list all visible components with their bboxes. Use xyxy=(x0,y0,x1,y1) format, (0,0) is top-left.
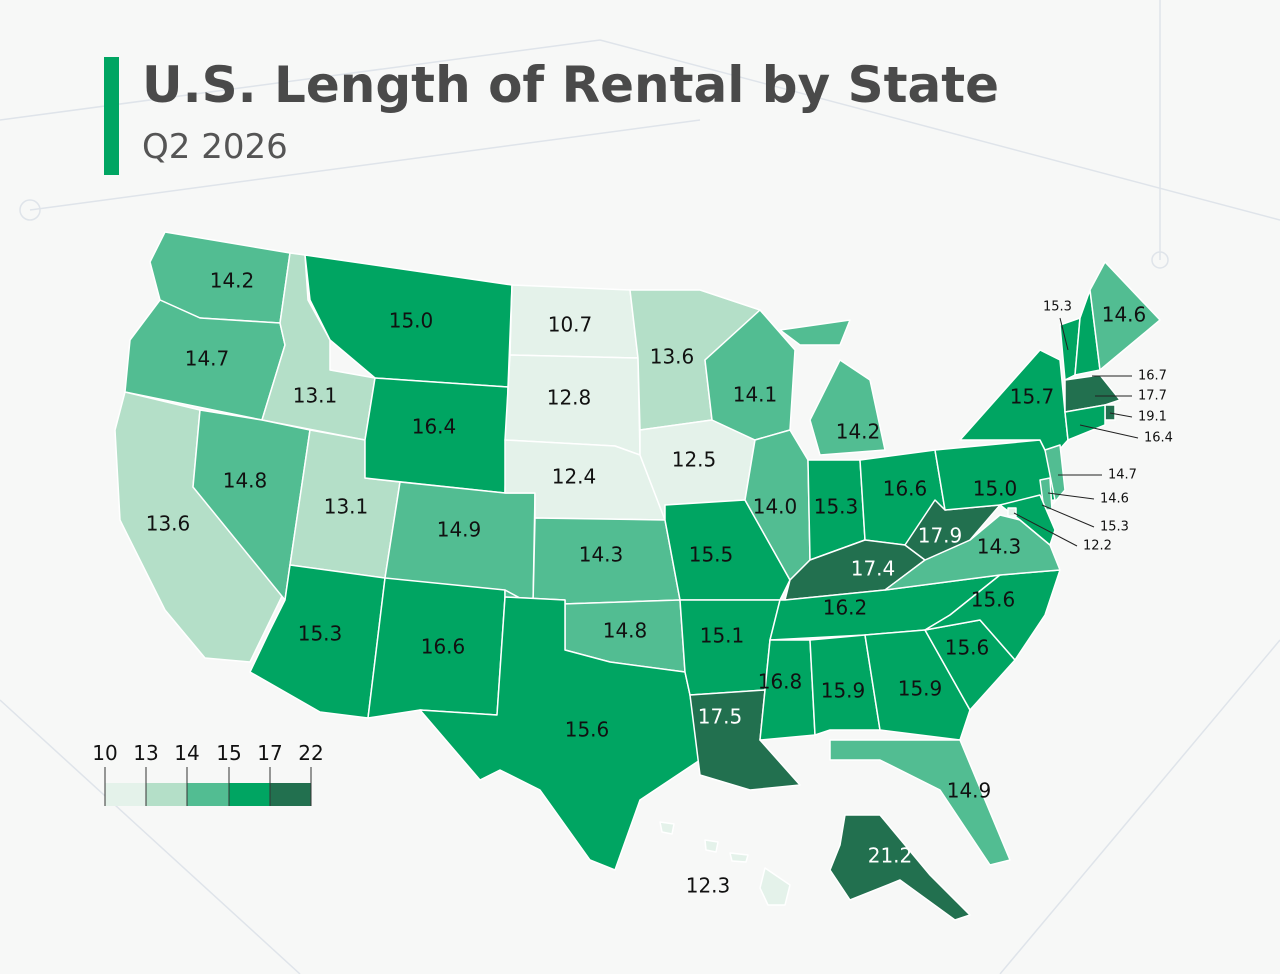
title-accent xyxy=(104,57,119,175)
callout-line xyxy=(1059,317,1069,351)
legend-tick-label: 10 xyxy=(92,741,117,765)
legend-swatch xyxy=(105,783,146,806)
state-value-label: 12.8 xyxy=(547,386,592,410)
legend-tick-label: 15 xyxy=(216,741,241,765)
state-value-label: 15.1 xyxy=(700,624,745,648)
state-value-label: 17.9 xyxy=(918,524,963,548)
state-value-label: 15.7 xyxy=(1010,385,1055,409)
callout-line xyxy=(1013,512,1078,547)
state-value-label: 19.1 xyxy=(1138,410,1167,425)
state xyxy=(809,634,881,736)
state-value-label: 14.0 xyxy=(753,495,798,519)
state-value-label: 13.6 xyxy=(146,512,191,536)
state-value-label: 16.7 xyxy=(1138,369,1167,384)
state-value-label: 14.6 xyxy=(1102,303,1147,327)
state-value-label: 21.2 xyxy=(868,844,913,868)
state xyxy=(809,359,886,456)
state-value-label: 14.7 xyxy=(1108,468,1137,483)
state xyxy=(659,821,675,835)
state-value-label: 15.6 xyxy=(565,718,610,742)
state-value-label: 14.6 xyxy=(1100,492,1129,507)
callout-line xyxy=(1041,504,1095,528)
legend-tick-label: 14 xyxy=(174,741,199,765)
callout-line xyxy=(1079,424,1139,439)
state xyxy=(1064,404,1106,441)
state-value-label: 12.2 xyxy=(1083,539,1112,554)
state-value-label: 10.7 xyxy=(548,313,593,337)
state xyxy=(1007,507,1017,517)
state-value-label: 15.6 xyxy=(945,636,990,660)
state-value-label: 14.1 xyxy=(733,383,778,407)
state-value-label: 15.5 xyxy=(689,543,734,567)
title: U.S. Length of Rental by State xyxy=(142,56,999,114)
state xyxy=(864,629,971,741)
legend-swatch xyxy=(187,783,229,806)
state-value-label: 15.3 xyxy=(1100,520,1129,535)
state xyxy=(1044,444,1066,511)
state xyxy=(829,739,1011,866)
state-value-label: 15.9 xyxy=(821,679,866,703)
state-value-label: 16.4 xyxy=(412,415,457,439)
state-value-label: 15.3 xyxy=(298,622,343,646)
subtitle: Q2 2026 xyxy=(142,127,288,167)
state xyxy=(1104,404,1116,421)
state-value-label: 15.9 xyxy=(898,677,943,701)
state-value-label: 12.5 xyxy=(672,448,717,472)
legend-swatch xyxy=(270,783,311,806)
state-value-label: 14.3 xyxy=(579,543,624,567)
state xyxy=(759,867,791,906)
state xyxy=(829,814,971,921)
legend-swatch xyxy=(229,783,270,806)
state xyxy=(729,852,749,863)
state xyxy=(1089,261,1161,371)
state-value-label: 16.6 xyxy=(421,635,466,659)
state-labels: 14.2 14.7 13.6 13.1 14.8 13.1 15.3 15.0 16.4 14.9… xyxy=(146,269,1173,898)
callout-line xyxy=(1109,412,1133,418)
state-value-label: 15.0 xyxy=(389,309,434,333)
state xyxy=(419,596,701,871)
state-value-label: 14.2 xyxy=(836,420,881,444)
state-value-label: 17.4 xyxy=(851,557,896,581)
state-value-label: 15.0 xyxy=(973,477,1018,501)
legend-tick-label: 17 xyxy=(257,741,282,765)
legend-swatch xyxy=(146,783,187,806)
state-value-label: 14.8 xyxy=(603,619,648,643)
state-value-label: 14.3 xyxy=(977,535,1022,559)
state-value-label: 13.1 xyxy=(293,384,338,408)
state-value-label: 15.3 xyxy=(1043,300,1072,315)
state-value-label: 17.5 xyxy=(698,705,743,729)
state-value-label: 14.9 xyxy=(947,779,992,803)
state-value-label: 13.6 xyxy=(650,345,695,369)
state-value-label: 14.2 xyxy=(210,269,255,293)
state-value-label: 17.7 xyxy=(1138,389,1167,404)
state-value-label: 16.8 xyxy=(758,670,803,694)
state xyxy=(704,839,719,853)
callout-line xyxy=(1047,492,1095,500)
state-value-label: 12.4 xyxy=(552,465,597,489)
state-value-label: 15.6 xyxy=(971,588,1016,612)
state-value-label: 15.3 xyxy=(814,495,859,519)
state xyxy=(759,639,816,741)
state-value-label: 14.8 xyxy=(223,469,268,493)
legend-tick-label: 13 xyxy=(133,741,158,765)
legend: 10 13 14 15 17 22 xyxy=(92,741,324,806)
state-value-label: 12.3 xyxy=(686,874,731,898)
state-value-label: 16.4 xyxy=(1144,431,1173,446)
state-value-label: 16.6 xyxy=(883,477,928,501)
legend-tick-label: 22 xyxy=(298,741,323,765)
state-value-label: 16.2 xyxy=(823,596,868,620)
states xyxy=(114,231,1161,921)
state-value-label: 13.1 xyxy=(324,495,369,519)
state-value-label: 14.7 xyxy=(185,347,230,371)
state xyxy=(779,319,851,346)
state-value-label: 14.9 xyxy=(437,518,482,542)
